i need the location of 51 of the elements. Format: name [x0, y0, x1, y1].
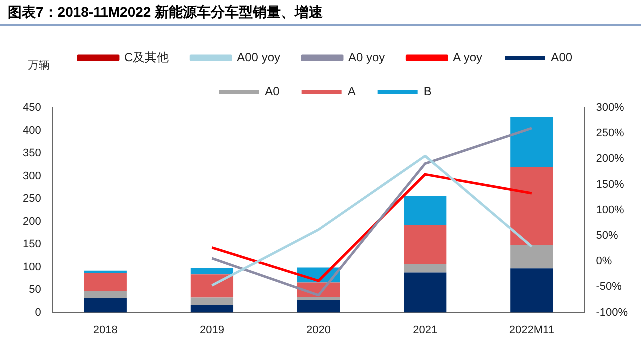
y-tick-label: 50: [29, 284, 42, 296]
y-tick-label: 150: [22, 238, 42, 251]
bar: [404, 224, 447, 265]
y2-tick-label: -100%: [596, 306, 628, 319]
bar: [510, 118, 554, 168]
bar: [190, 298, 234, 306]
y2-tick-label: 200%: [596, 153, 625, 166]
bar: [84, 290, 127, 298]
legend-label: A0 yoy: [348, 50, 386, 64]
bar: [297, 297, 340, 300]
y-tick-label: 100: [22, 261, 42, 274]
legend-label: A yoy: [453, 50, 483, 64]
y-tick-label: 250: [22, 193, 42, 206]
y-tick-label: 350: [22, 148, 42, 160]
bar: [404, 196, 447, 225]
y-tick-label: 450: [22, 102, 42, 114]
y-tick-label: 300: [22, 170, 42, 182]
y2-tick-label: 50%: [596, 230, 618, 242]
legend-label: A00: [551, 50, 573, 64]
x-tick-label: 2021: [413, 324, 438, 336]
y2-tick-label: 100%: [596, 204, 625, 216]
legend-label: C及其他: [124, 50, 170, 64]
x-tick-label: 2022M11: [509, 324, 554, 336]
y2-tick-label: 150%: [596, 178, 625, 191]
legend-label: A: [348, 84, 356, 98]
bar: [84, 298, 127, 313]
x-tick-label: 2018: [93, 324, 118, 336]
legend-label: A00 yoy: [237, 50, 280, 64]
bar: [404, 272, 447, 313]
bar: [84, 273, 127, 291]
y-tick-label: 0: [35, 306, 42, 319]
bar: [510, 245, 554, 269]
x-tick-label: 2019: [200, 324, 224, 336]
y-tick-label: 200: [22, 216, 42, 228]
x-tick-label: 2020: [306, 324, 332, 336]
legend-label: B: [424, 84, 432, 98]
y-tick-label: 400: [22, 124, 42, 137]
y-axis-title: 万辆: [28, 59, 50, 73]
y2-tick-label: 0%: [596, 256, 612, 268]
bar: [510, 167, 554, 246]
y2-tick-label: 300%: [596, 102, 625, 114]
chart-title: 图表7：2018-11M2022 新能源车分车型销量、增速: [0, 0, 641, 26]
bar: [510, 268, 554, 313]
y2-tick-label: -50%: [596, 281, 622, 294]
bar: [190, 268, 234, 275]
bar: [404, 264, 447, 273]
bar: [190, 305, 234, 313]
y2-tick-label: 250%: [596, 128, 625, 140]
bar: [297, 300, 340, 313]
legend-label: A0: [265, 84, 280, 98]
bar: [190, 274, 234, 298]
